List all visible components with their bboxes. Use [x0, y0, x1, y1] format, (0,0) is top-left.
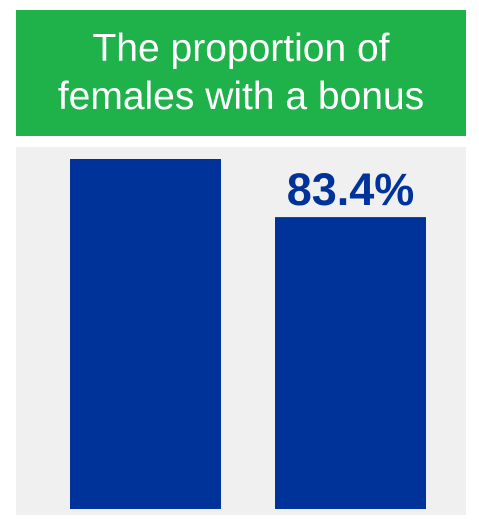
bar-chart: 83.4% [70, 159, 426, 509]
bar-1 [70, 159, 221, 509]
bar-2 [275, 217, 426, 509]
chart-area: 83.4% [16, 147, 466, 515]
data-label-2: 83.4% [287, 164, 415, 215]
chart-title: The proportion of females with a bonus [16, 10, 466, 136]
